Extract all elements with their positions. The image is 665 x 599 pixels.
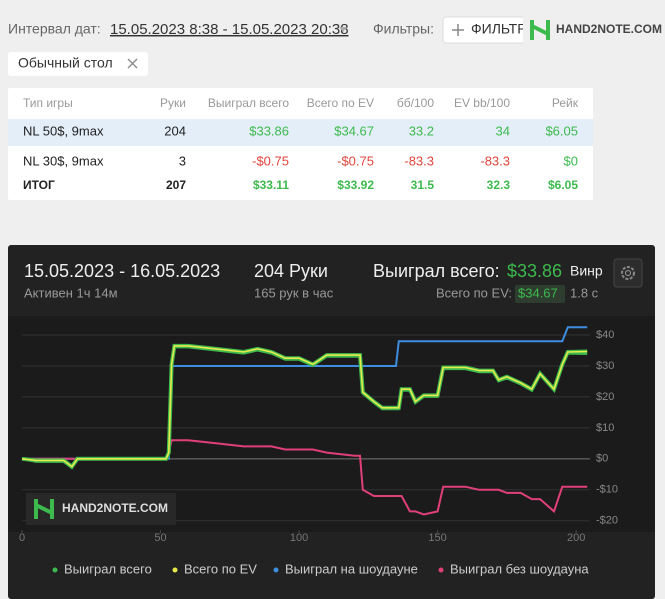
legend-dot	[172, 567, 178, 573]
x-tick-label: 100	[290, 532, 308, 544]
table-cell: $0	[564, 153, 578, 168]
y-tick-label: $20	[596, 391, 614, 403]
gear-icon	[621, 266, 635, 280]
winrate-label: Винр	[570, 263, 603, 279]
legend-dot	[52, 567, 58, 573]
table-cell: 33.2	[409, 123, 434, 138]
won-label: Выиграл всего:	[373, 261, 500, 281]
won-value: $33.86	[507, 261, 562, 281]
x-tick-label: 50	[154, 532, 166, 544]
column-header: Рейк	[552, 96, 579, 110]
legend-label: Выиграл на шоудауне	[285, 561, 418, 576]
logo-text: HAND2NOTE.COM	[556, 22, 662, 36]
table: Тип игры Руки Выиграл всего Всего по EV бб/1…	[23, 96, 579, 192]
legend-dot	[438, 567, 444, 573]
table-cell: NL 30$, 9max	[23, 153, 104, 168]
filter-button-text[interactable]: ФИЛЬТР	[471, 21, 527, 37]
table-cell: NL 50$, 9max	[23, 123, 104, 138]
plus-icon	[452, 24, 464, 36]
column-header: Всего по EV	[307, 96, 374, 110]
table-cell: 204	[164, 123, 186, 138]
tag-close[interactable]	[127, 58, 138, 69]
table-cell: $6.05	[545, 123, 578, 138]
column-header: Руки	[160, 96, 186, 110]
date-range: 15.05.2023 - 16.05.2023	[24, 261, 220, 281]
y-tick-label: $0	[596, 453, 608, 465]
x-tick-label: 150	[428, 532, 446, 544]
y-tick-label: -$20	[596, 515, 618, 527]
table-cell: 32.3	[487, 178, 511, 192]
ev-label: Всего по EV:	[436, 285, 512, 300]
x-tick-label: 0	[19, 532, 25, 544]
hands: 204 Руки	[254, 261, 328, 281]
table-cell: $34.67	[334, 123, 374, 138]
table-cell: $33.92	[337, 178, 374, 192]
column-header: Выиграл всего	[208, 96, 289, 110]
column-header: Тип игры	[23, 96, 73, 110]
table-cell: 31.5	[411, 178, 435, 192]
tag-text: Обычный стол	[18, 55, 113, 71]
table-cell: -83.3	[480, 153, 510, 168]
y-tick-label: -$10	[596, 484, 618, 496]
chart: $40 $30 $20 $10 $0 -$10 -$20 0 50 100 150 200 HAND2N…	[19, 326, 618, 576]
table-cell: 34	[496, 123, 510, 138]
table-cell: -$0.75	[252, 153, 289, 168]
hands-rate: 165 рук в час	[254, 285, 334, 300]
watermark-icon	[34, 499, 54, 519]
logo-icon	[530, 20, 550, 40]
winrate-value: 1.8 с	[570, 285, 599, 300]
ev-badge	[515, 285, 565, 303]
table-cell: -83.3	[404, 153, 434, 168]
dropdown-arrow[interactable]	[339, 27, 347, 32]
table-cell: $6.05	[548, 178, 578, 192]
interval-value[interactable]: 15.05.2023 8:38 - 15.05.2023 20:38	[110, 21, 349, 38]
y-tick-label: $10	[596, 422, 614, 434]
interval-label: Интервал дат:	[8, 21, 101, 37]
settings-button[interactable]	[613, 258, 643, 288]
table-cell: 207	[166, 178, 186, 192]
legend-label: Всего по EV	[184, 561, 257, 576]
table-cell: $33.11	[253, 178, 289, 192]
y-tick-label: $40	[596, 329, 614, 341]
tag[interactable]	[8, 52, 148, 76]
x-tick-label: 200	[567, 532, 585, 544]
column-header: бб/100	[397, 96, 434, 110]
legend-dot	[273, 567, 279, 573]
row-highlight	[8, 119, 593, 146]
series-line	[21, 345, 588, 468]
y-tick-label: $30	[596, 360, 614, 372]
table-cell: ИТОГ	[23, 178, 55, 192]
legend-label: Выиграл всего	[64, 561, 152, 576]
gear-center	[624, 269, 632, 277]
filters-label: Фильтры:	[373, 21, 434, 37]
active-time: Активен 1ч 14м	[24, 285, 118, 300]
table-cell: -$0.75	[337, 153, 374, 168]
column-header: EV bb/100	[454, 96, 510, 110]
table-cell: $33.86	[249, 123, 289, 138]
table-cell: 3	[179, 153, 186, 168]
watermark-text: HAND2NOTE.COM	[62, 501, 168, 515]
legend-label: Выиграл без шоудауна	[450, 561, 589, 576]
ev-value: $34.67	[518, 285, 558, 300]
